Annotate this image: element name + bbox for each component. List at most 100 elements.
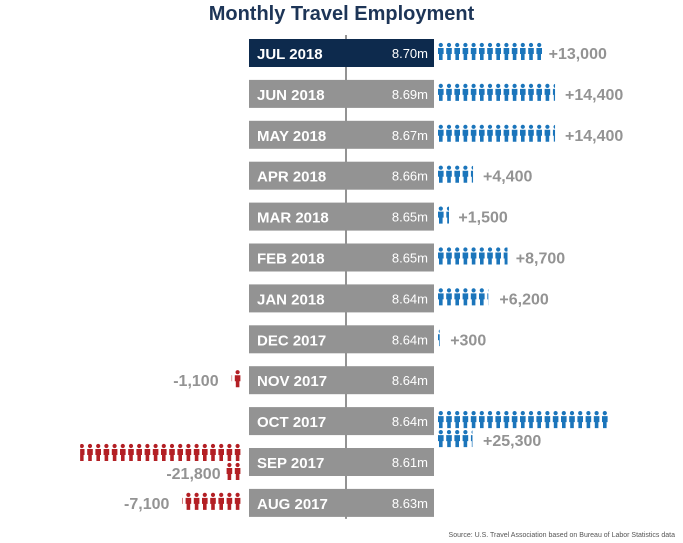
change-label: +13,000 bbox=[549, 46, 607, 63]
person-loss-icon bbox=[210, 443, 216, 461]
change-label: -1,100 bbox=[173, 373, 218, 390]
person-gain-icon bbox=[454, 42, 460, 60]
person-loss-icon bbox=[234, 492, 241, 510]
person-gain-icon bbox=[487, 83, 493, 101]
person-gain-icon bbox=[470, 430, 473, 448]
person-gain-icon bbox=[454, 288, 460, 306]
person-gain-icon bbox=[438, 329, 440, 347]
person-gain-icon bbox=[479, 288, 485, 306]
person-loss-icon bbox=[182, 497, 183, 504]
employment-label: 8.64m bbox=[392, 414, 428, 429]
person-gain-icon bbox=[495, 83, 501, 101]
person-gain-icon bbox=[446, 247, 452, 265]
person-loss-icon bbox=[218, 492, 224, 510]
person-gain-icon bbox=[462, 165, 469, 183]
month-label: FEB 2018 bbox=[257, 251, 325, 268]
person-gain-icon bbox=[462, 42, 469, 60]
person-gain-icon bbox=[446, 165, 452, 183]
change-label: +14,400 bbox=[565, 87, 623, 104]
person-gain-icon bbox=[454, 247, 460, 265]
person-loss-icon bbox=[185, 443, 192, 461]
person-loss-icon bbox=[226, 462, 233, 480]
person-gain-icon bbox=[585, 411, 592, 429]
month-bar-5 bbox=[249, 243, 434, 272]
employment-label: 8.64m bbox=[392, 291, 428, 306]
employment-label: 8.63m bbox=[392, 496, 428, 511]
change-label: +300 bbox=[450, 332, 486, 349]
person-loss-icon bbox=[202, 443, 208, 461]
person-gain-icon bbox=[552, 83, 556, 101]
person-gain-icon bbox=[569, 411, 575, 429]
person-loss-icon bbox=[234, 370, 241, 388]
person-gain-icon bbox=[561, 411, 567, 429]
person-gain-icon bbox=[602, 411, 608, 429]
person-gain-icon bbox=[479, 411, 485, 429]
person-gain-icon bbox=[470, 165, 474, 183]
person-gain-icon bbox=[528, 83, 534, 101]
person-gain-icon bbox=[438, 124, 444, 142]
person-gain-icon bbox=[593, 411, 600, 429]
person-gain-icon bbox=[470, 288, 477, 306]
person-gain-icon bbox=[454, 83, 460, 101]
person-loss-icon bbox=[144, 443, 151, 461]
month-label: JUL 2018 bbox=[257, 46, 323, 63]
person-gain-icon bbox=[470, 42, 477, 60]
month-label: MAR 2018 bbox=[257, 210, 329, 227]
month-label: SEP 2017 bbox=[257, 455, 324, 472]
person-loss-icon bbox=[128, 443, 134, 461]
person-gain-icon bbox=[479, 124, 485, 142]
person-gain-icon bbox=[487, 247, 493, 265]
change-label: +4,400 bbox=[483, 169, 532, 186]
person-loss-icon bbox=[136, 443, 142, 461]
person-gain-icon bbox=[470, 124, 477, 142]
person-loss-icon bbox=[234, 462, 241, 480]
person-loss-icon bbox=[226, 492, 233, 510]
person-gain-icon bbox=[528, 124, 534, 142]
person-loss-icon bbox=[202, 492, 208, 510]
person-gain-icon bbox=[503, 124, 510, 142]
chart-title: Monthly Travel Employment bbox=[208, 3, 475, 25]
person-gain-icon bbox=[438, 83, 444, 101]
month-bar-7 bbox=[249, 325, 434, 354]
person-gain-icon bbox=[438, 42, 444, 60]
month-label: APR 2018 bbox=[257, 169, 326, 186]
employment-label: 8.66m bbox=[392, 169, 428, 184]
person-gain-icon bbox=[536, 411, 542, 429]
person-gain-icon bbox=[454, 165, 460, 183]
person-loss-icon bbox=[111, 443, 118, 461]
person-gain-icon bbox=[536, 124, 542, 142]
person-loss-icon bbox=[95, 443, 101, 461]
person-gain-icon bbox=[462, 411, 469, 429]
person-gain-icon bbox=[438, 206, 444, 224]
month-label: AUG 2017 bbox=[257, 496, 328, 513]
person-gain-icon bbox=[544, 124, 551, 142]
person-loss-icon bbox=[210, 492, 216, 510]
person-loss-icon bbox=[87, 443, 93, 461]
person-gain-icon bbox=[446, 124, 452, 142]
person-gain-icon bbox=[495, 42, 501, 60]
person-gain-icon bbox=[438, 411, 444, 429]
person-loss-icon bbox=[177, 443, 183, 461]
change-label: +8,700 bbox=[516, 251, 565, 268]
person-gain-icon bbox=[479, 42, 485, 60]
change-label: +14,400 bbox=[565, 128, 623, 145]
person-loss-icon bbox=[185, 492, 192, 510]
month-bar-2 bbox=[249, 120, 434, 149]
person-gain-icon bbox=[511, 83, 518, 101]
person-gain-icon bbox=[446, 83, 452, 101]
person-gain-icon bbox=[487, 42, 493, 60]
person-gain-icon bbox=[544, 83, 551, 101]
month-bar-6 bbox=[249, 284, 434, 313]
person-loss-icon bbox=[226, 443, 233, 461]
person-gain-icon bbox=[503, 42, 510, 60]
employment-label: 8.65m bbox=[392, 251, 428, 266]
person-loss-icon bbox=[152, 443, 159, 461]
change-label: +25,300 bbox=[483, 433, 541, 450]
month-label: DEC 2017 bbox=[257, 332, 326, 349]
person-gain-icon bbox=[446, 430, 452, 448]
employment-label: 8.64m bbox=[392, 373, 428, 388]
employment-label: 8.69m bbox=[392, 87, 428, 102]
change-label: -21,800 bbox=[166, 466, 220, 483]
person-gain-icon bbox=[528, 411, 534, 429]
person-gain-icon bbox=[487, 411, 493, 429]
